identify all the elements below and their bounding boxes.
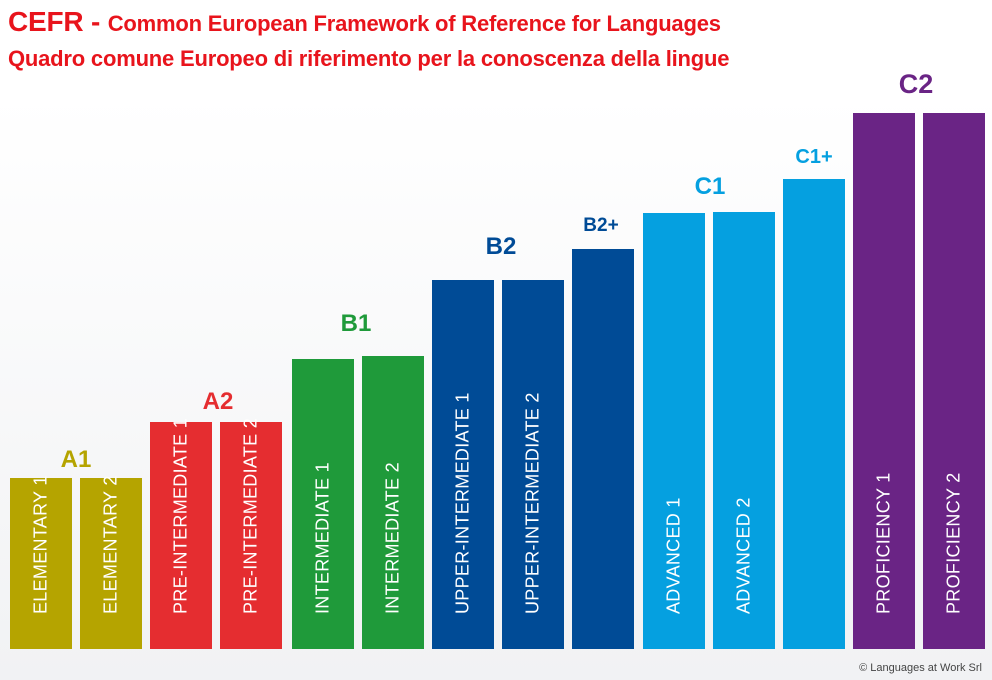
level-b2-label: B2 [485,233,517,260]
bar-label: ELEMENTARY 2 [100,475,121,614]
bar-label: ELEMENTARY 1 [30,475,51,614]
bar-b2-plus [572,249,634,649]
level-a1-label: A1 [60,446,92,473]
title-rest: Common European Framework of Reference f… [107,11,721,36]
bar-pre-intermediate-2: PRE-INTERMEDIATE 2 [220,418,282,649]
level-b2-plus-label: B2+ [583,215,619,236]
level-b1-label: B1 [340,310,372,337]
copyright-text: © Languages at Work Srl [859,662,982,674]
bar-label: UPPER-INTERMEDIATE 1 [452,392,473,614]
bar-label: ADVANCED 2 [733,497,754,614]
bar-proficiency-1: PROFICIENCY 1 [853,113,915,649]
bar-label: INTERMEDIATE 1 [312,462,333,614]
bar-label: PRE-INTERMEDIATE 1 [170,417,191,614]
title-brand: CEFR - [8,6,108,37]
bar-elementary-1: ELEMENTARY 1 [10,475,72,649]
bar-pre-intermediate-1: PRE-INTERMEDIATE 1 [150,418,212,649]
bar-advanced-1: ADVANCED 1 [643,213,705,649]
bar-intermediate-2: INTERMEDIATE 2 [362,356,424,649]
bar-label: INTERMEDIATE 2 [382,462,403,614]
level-c1-label: C1 [694,173,726,200]
bar-intermediate-1: INTERMEDIATE 1 [292,359,354,649]
page-title: CEFR - Common European Framework of Refe… [8,6,721,38]
bar-label: PROFICIENCY 1 [873,472,894,614]
bar-label: ADVANCED 1 [663,497,684,614]
bar-elementary-2: ELEMENTARY 2 [80,475,142,649]
bar-upper-intermediate-1: UPPER-INTERMEDIATE 1 [432,280,494,649]
bar-label: PROFICIENCY 2 [943,472,964,614]
bar-upper-intermediate-2: UPPER-INTERMEDIATE 2 [502,280,564,649]
bar-proficiency-2: PROFICIENCY 2 [923,113,985,649]
bar-label: UPPER-INTERMEDIATE 2 [522,392,543,614]
page-subtitle: Quadro comune Europeo di riferimento per… [8,46,730,71]
bar-advanced-2: ADVANCED 2 [713,212,775,649]
level-c1-plus-label: C1+ [795,146,833,168]
bar-label: PRE-INTERMEDIATE 2 [240,417,261,614]
level-c2-label: C2 [898,69,934,99]
level-a2-label: A2 [202,388,234,415]
bar-c1-plus [783,179,845,649]
